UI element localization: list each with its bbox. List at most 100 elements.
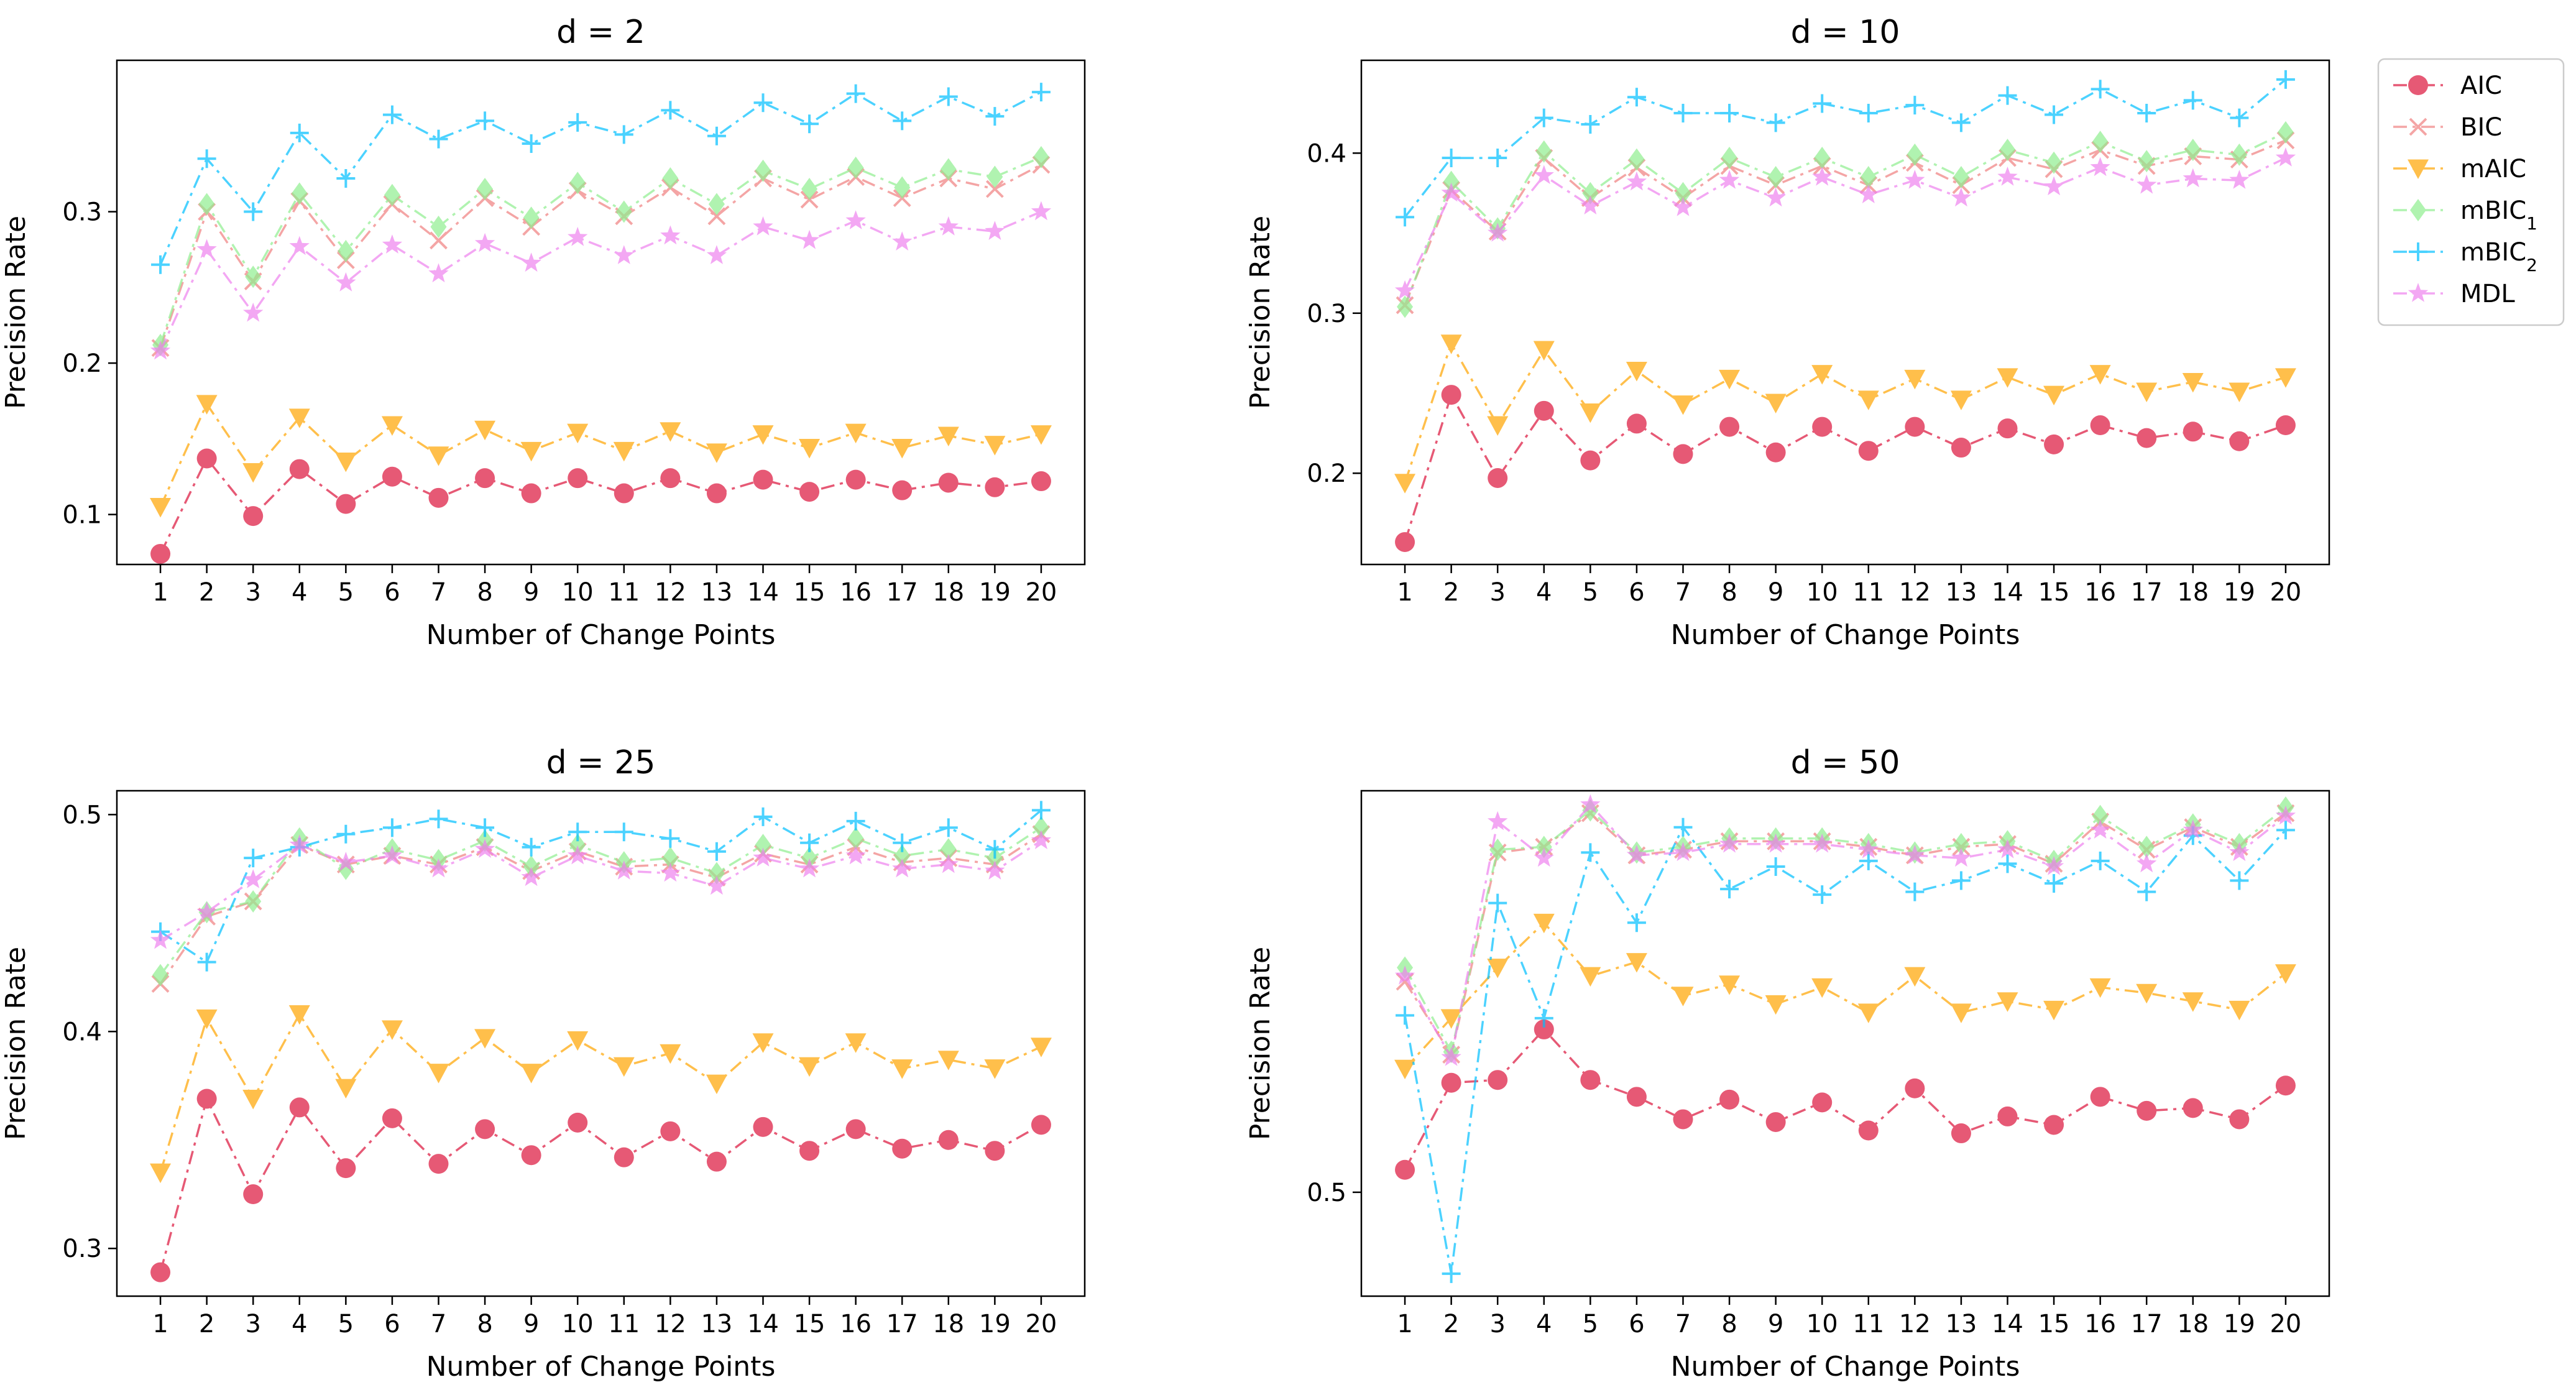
data-point-MDL (1534, 847, 1554, 867)
data-point-mBIC2 (336, 168, 356, 188)
data-point-AIC (1905, 1078, 1925, 1098)
legend-entry-mAIC: mAIC (2393, 155, 2526, 183)
data-point-mBIC2 (1813, 885, 1832, 905)
data-point-mAIC (2229, 382, 2250, 402)
data-point-mBIC1 (2092, 131, 2109, 154)
series-line-mAIC (1404, 341, 2286, 484)
data-point-MDL (892, 858, 913, 878)
data-point-MDL (1580, 195, 1601, 214)
x-tick-label: 20 (1025, 1310, 1057, 1338)
data-point-mBIC1 (2231, 143, 2248, 166)
series-MDL (1394, 147, 2296, 300)
data-point-mAIC (1487, 959, 1509, 978)
x-tick-label: 11 (1852, 578, 1884, 607)
x-tick-label: 17 (886, 578, 918, 607)
data-point-mBIC1 (987, 165, 1003, 188)
data-point-mBIC1 (847, 827, 864, 850)
data-point-AIC (475, 1119, 495, 1139)
legend-label: mAIC (2460, 155, 2526, 183)
data-point-mBIC2 (1442, 149, 1461, 168)
data-point-MDL (289, 834, 310, 854)
data-point-mAIC (613, 1057, 635, 1077)
data-point-mBIC2 (614, 125, 633, 144)
data-point-AIC (614, 483, 634, 504)
data-point-mBIC1 (245, 265, 262, 288)
legend-label-text: MDL (2460, 280, 2515, 308)
x-tick-label: 12 (1899, 578, 1931, 607)
data-point-AIC (2183, 1098, 2203, 1118)
data-point-mAIC (150, 498, 172, 518)
data-point-mAIC (706, 443, 727, 463)
data-point-MDL (474, 233, 495, 252)
x-tick-label: 5 (338, 578, 354, 607)
data-point-mBIC2 (985, 840, 1005, 859)
data-point-mBIC2 (382, 818, 402, 837)
data-point-MDL (845, 845, 866, 865)
subplot-2: d = 101 2 3 4 5 6 7 8 9 10 11 12 13 14 15 16 17 18 19 200.2… (1244, 14, 2330, 651)
data-point-mBIC1 (1033, 816, 1049, 839)
data-point-AIC (521, 483, 541, 504)
data-point-mBIC2 (197, 149, 216, 168)
data-point-mBIC2 (1488, 893, 1507, 913)
series-mBIC2 (1396, 817, 2295, 1283)
data-point-MDL (382, 234, 403, 254)
data-point-AIC (1997, 418, 2018, 439)
data-point-mBIC2 (939, 87, 958, 106)
x-tick-label: 1 (1397, 1310, 1412, 1338)
x-tick-label: 10 (562, 1310, 594, 1338)
data-point-mBIC2 (2276, 821, 2295, 840)
plot-frame (116, 59, 1086, 566)
data-point-AIC (892, 1138, 913, 1159)
series-mBIC2 (151, 83, 1051, 274)
data-point-mAIC (937, 1051, 959, 1070)
x-tick-label: 7 (431, 1310, 446, 1338)
data-point-mBIC2 (1859, 851, 1878, 870)
x-tick-label: 6 (384, 578, 400, 607)
series-BIC (1396, 131, 2295, 315)
data-point-MDL (938, 216, 959, 236)
data-point-mBIC2 (1442, 1264, 1461, 1283)
data-point-MDL (1858, 839, 1879, 859)
data-point-mAIC (242, 463, 264, 483)
series-BIC (1396, 804, 2295, 1064)
x-tick-label: 3 (1489, 578, 1505, 607)
data-point-mBIC1 (1953, 165, 1969, 188)
data-point-mBIC2 (1488, 149, 1507, 168)
data-point-mAIC (1719, 975, 1741, 995)
data-point-BIC (430, 231, 448, 250)
x-tick-label: 17 (2131, 578, 2163, 607)
data-point-mBIC1 (1767, 165, 1784, 188)
y-axis-label: Precision Rate (1244, 947, 1276, 1140)
x-tick-label: 4 (1536, 578, 1552, 607)
data-point-mAIC (1626, 362, 1647, 382)
data-point-mBIC2 (429, 809, 448, 829)
legend-entry-MDL: MDL (2393, 280, 2515, 308)
data-point-mBIC2 (1673, 103, 1693, 122)
x-tick-label: 17 (2131, 1310, 2163, 1338)
data-point-MDL (1031, 830, 1052, 849)
data-point-mAIC (1030, 425, 1052, 445)
data-point-mBIC2 (661, 101, 680, 120)
x-tick-label: 4 (292, 578, 307, 607)
series-line-mBIC2 (160, 809, 1042, 964)
data-point-AIC (196, 448, 217, 469)
data-point-mAIC (984, 1059, 1006, 1079)
data-point-mAIC (1672, 987, 1694, 1006)
data-point-AIC (2183, 421, 2203, 442)
data-point-MDL (2043, 176, 2064, 196)
data-point-AIC (2275, 1075, 2296, 1096)
data-point-MDL (1580, 794, 1601, 814)
x-tick-label: 13 (701, 578, 732, 607)
data-point-MDL (1673, 196, 1693, 216)
data-point-mBIC2 (1534, 1008, 1553, 1028)
data-point-AIC (1673, 444, 1693, 464)
x-tick-label: 3 (245, 1310, 260, 1338)
data-point-mBIC2 (2045, 105, 2064, 124)
data-point-MDL (1905, 170, 1925, 189)
y-axis-label: Precision Rate (1244, 216, 1276, 409)
x-tick-label: 8 (1721, 1310, 1737, 1338)
data-point-mBIC1 (245, 890, 262, 913)
legend-label-text: mBIC (2460, 196, 2526, 225)
data-point-mAIC (660, 422, 681, 442)
data-point-mBIC1 (2138, 836, 2155, 859)
